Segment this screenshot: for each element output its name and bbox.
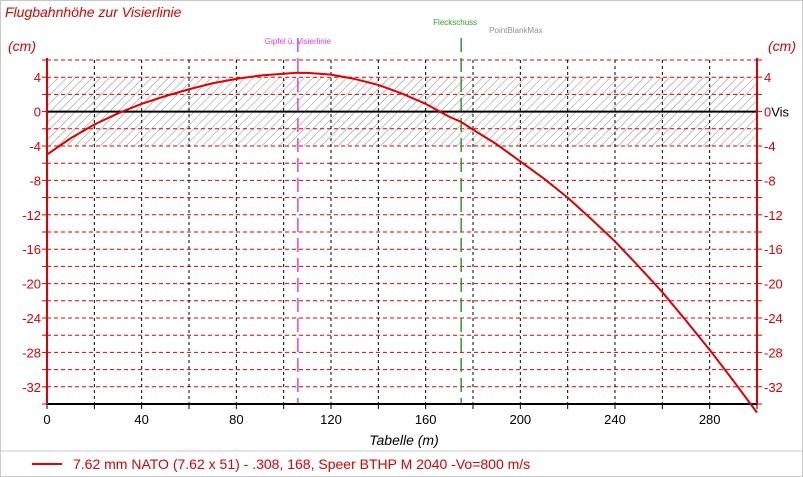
y-tick-label-right: -4 — [764, 139, 776, 154]
legend: 7.62 mm NATO (7.62 x 51) - .308, 168, Sp… — [32, 456, 530, 472]
y-tick-label-right: 4 — [764, 70, 771, 85]
y-tick-label-right: -28 — [764, 345, 783, 360]
x-tick-label: 240 — [604, 412, 626, 427]
x-axis-label: Tabelle (m) — [369, 432, 439, 448]
x-tick-label: 0 — [43, 412, 50, 427]
x-tick-label: 160 — [415, 412, 437, 427]
y-tick-label-left: -32 — [22, 380, 41, 395]
left-axis-unit-label: (cm) — [8, 38, 36, 54]
y-tick-label-right: 0Vis — [764, 105, 790, 120]
y-tick-label-left: -16 — [22, 242, 41, 257]
legend-label: 7.62 mm NATO (7.62 x 51) - .308, 168, Sp… — [73, 456, 530, 472]
y-tick-label-left: -4 — [29, 139, 41, 154]
x-tick-label: 40 — [134, 412, 148, 427]
y-tick-label-right: -8 — [764, 173, 776, 188]
y-tick-label-left: -20 — [22, 277, 41, 292]
marker-label: Fleckschuss — [433, 18, 477, 27]
marker-lines: Gipfel ü. Visierlinie Fleckschuss PointBla… — [265, 18, 543, 404]
trajectory-line — [46, 71, 758, 414]
x-tick-label: 120 — [320, 412, 342, 427]
x-tick-label: 200 — [509, 412, 531, 427]
y-tick-label-right: -16 — [764, 242, 783, 257]
marker-label: PointBlankMax — [489, 26, 542, 35]
y-tick-label-left: -8 — [29, 173, 41, 188]
y-tick-label-right: -12 — [764, 208, 783, 223]
y-tick-label-left: 4 — [34, 70, 41, 85]
marker-label: Gipfel ü. Visierlinie — [265, 37, 332, 46]
series-group — [46, 71, 758, 414]
x-tick-label: 80 — [229, 412, 243, 427]
chart-title: Flugbahnhöhe zur Visierlinie — [5, 4, 182, 20]
y-tick-label-right: -20 — [764, 277, 783, 292]
right-axis-unit-label: (cm) — [768, 38, 796, 54]
y-tick-label-right: -32 — [764, 380, 783, 395]
x-tick-label: 280 — [699, 412, 721, 427]
y-tick-label-left: -12 — [22, 208, 41, 223]
axes — [42, 58, 762, 409]
y-tick-label-right: -24 — [764, 311, 783, 326]
y-tick-label-left: 0 — [34, 105, 41, 120]
tick-labels: 4 40 0Vis-4 -4-8 -8-12 -12-16 -16-20 -20-24 -24-… — [22, 70, 789, 427]
y-tick-label-left: -24 — [22, 311, 41, 326]
y-tick-label-left: -28 — [22, 345, 41, 360]
